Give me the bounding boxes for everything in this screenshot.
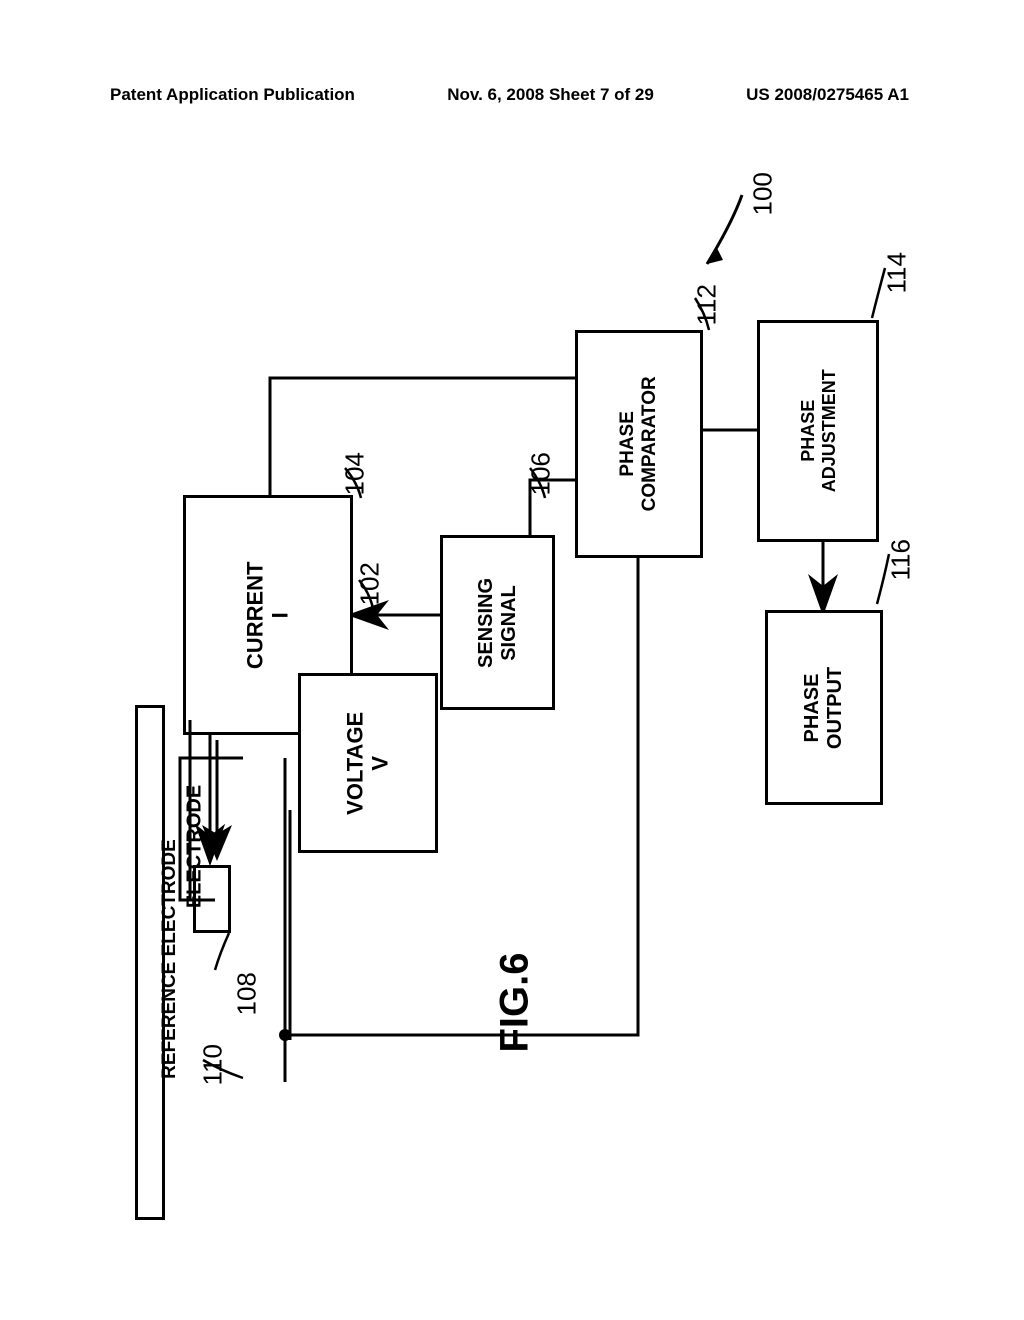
diagram: CURRENT I CURRENT I <box>135 140 895 1240</box>
header-right: US 2008/0275465 A1 <box>746 85 909 105</box>
header-left: Patent Application Publication <box>110 85 355 105</box>
header-center: Nov. 6, 2008 Sheet 7 of 29 <box>447 85 654 105</box>
